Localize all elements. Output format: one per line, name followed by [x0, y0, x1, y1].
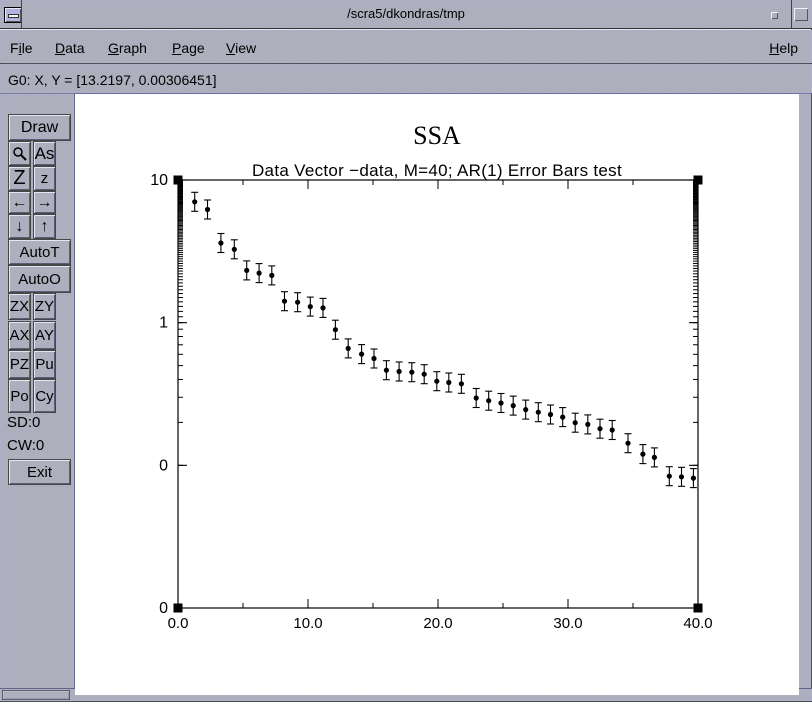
- svg-text:10.0: 10.0: [293, 615, 322, 632]
- svg-text:0: 0: [159, 457, 168, 474]
- svg-text:30.0: 30.0: [553, 615, 582, 632]
- svg-text:10: 10: [150, 172, 168, 189]
- svg-text:40.0: 40.0: [683, 615, 712, 632]
- svg-text:0.0: 0.0: [168, 615, 189, 632]
- svg-text:1: 1: [159, 315, 168, 332]
- svg-text:0: 0: [159, 600, 168, 617]
- svg-text:20.0: 20.0: [423, 615, 452, 632]
